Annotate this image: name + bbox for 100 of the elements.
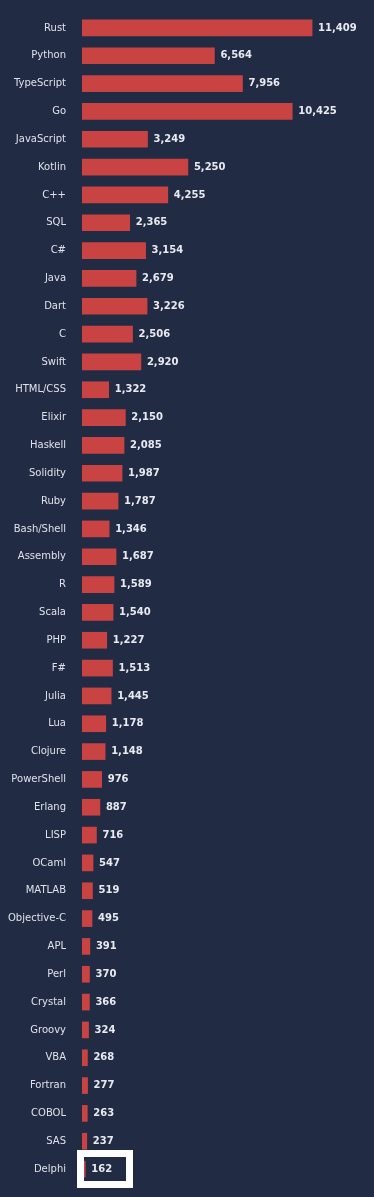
bar: [82, 520, 110, 538]
data-label: 2,920: [146, 355, 179, 367]
y-tick-label: Fortran: [29, 1079, 67, 1091]
y-tick-label: Elixir: [41, 411, 67, 423]
data-label: 495: [97, 912, 119, 924]
y-tick-label: Groovy: [30, 1023, 67, 1035]
bar: [82, 214, 131, 232]
data-label: 324: [94, 1023, 116, 1035]
y-tick-label: LISP: [45, 828, 67, 840]
y-tick-label: Scala: [39, 606, 67, 618]
data-label: 3,249: [153, 132, 186, 144]
data-label: 3,154: [151, 244, 184, 256]
y-tick-label: Rust: [44, 21, 67, 33]
data-label: 1,322: [114, 383, 147, 395]
data-label: 547: [99, 856, 120, 868]
bar: [82, 576, 115, 593]
bar: [82, 1132, 88, 1150]
data-label: 5,250: [193, 160, 226, 172]
bar: [82, 186, 169, 204]
y-tick-label: SQL: [46, 216, 67, 228]
y-tick-label: HTML/CSS: [15, 383, 67, 395]
y-tick-label: Assembly: [17, 550, 67, 562]
bar: [82, 993, 90, 1011]
y-tick-label: Go: [52, 105, 67, 117]
data-label: 887: [105, 800, 127, 812]
y-tick-label: Ruby: [40, 494, 67, 506]
bar: [82, 19, 313, 37]
data-label: 268: [93, 1051, 115, 1063]
bar: [82, 464, 123, 482]
bar: [82, 798, 101, 816]
bar: [82, 409, 126, 426]
y-tick-label: Dart: [44, 299, 67, 311]
bar: [82, 965, 90, 983]
data-label: 2,365: [135, 216, 168, 228]
y-tick-label: Perl: [47, 967, 67, 979]
bar: [82, 75, 243, 92]
data-label: 1,589: [120, 578, 152, 590]
data-label: 370: [95, 967, 117, 979]
y-tick-label: VBA: [45, 1051, 67, 1063]
bar: [82, 1049, 88, 1067]
y-tick-label: Bash/Shell: [13, 522, 67, 534]
data-label: 6,564: [220, 49, 253, 61]
data-label: 1,540: [119, 606, 151, 618]
y-tick-label: JavaScript: [14, 132, 67, 144]
y-tick-label: C#: [50, 244, 67, 256]
data-label: 1,513: [118, 661, 151, 673]
bar: [82, 492, 119, 510]
data-label: 1,178: [111, 717, 144, 729]
data-label: 1,227: [112, 633, 145, 645]
bar: [82, 910, 93, 927]
bar: [82, 743, 106, 760]
bar: [82, 826, 97, 844]
data-label: 519: [98, 884, 120, 896]
bar: [82, 771, 103, 788]
data-label: 366: [95, 995, 117, 1007]
y-tick-label: C: [59, 327, 67, 339]
bar: [82, 882, 93, 900]
bar: [82, 687, 112, 705]
bar: [82, 242, 146, 259]
bar: [82, 938, 91, 955]
data-label: 1,987: [128, 466, 160, 478]
bar: [82, 437, 125, 454]
data-label: 716: [102, 828, 124, 840]
data-label: 2,679: [142, 272, 174, 284]
bar: [82, 130, 148, 148]
data-label: 237: [92, 1134, 114, 1146]
data-label: 2,506: [138, 327, 171, 339]
bar: [82, 103, 293, 120]
bar: [82, 715, 107, 733]
y-tick-label: MATLAB: [25, 884, 67, 896]
y-tick-label: COBOL: [31, 1107, 67, 1119]
bar: [82, 1021, 89, 1039]
y-tick-label: PHP: [46, 633, 67, 645]
y-tick-label: Erlang: [33, 800, 67, 812]
data-label: 4,255: [173, 188, 206, 200]
y-tick-label: Solidity: [29, 466, 67, 478]
data-label: 162: [91, 1162, 113, 1174]
data-label: 976: [107, 773, 129, 785]
data-label: 1,148: [111, 745, 143, 757]
bar: [82, 47, 215, 65]
y-tick-label: C++: [42, 188, 67, 200]
data-label: 1,445: [117, 689, 149, 701]
bar: [82, 1105, 88, 1122]
data-label: 263: [93, 1107, 115, 1119]
y-tick-label: OCaml: [32, 856, 67, 868]
y-tick-label: Haskell: [29, 439, 67, 451]
y-tick-label: TypeScript: [13, 77, 67, 89]
bar: [82, 854, 94, 872]
data-label: 2,150: [131, 411, 164, 423]
y-tick-label: SAS: [46, 1134, 67, 1146]
data-label: 11,409: [318, 21, 357, 33]
bar: [82, 297, 148, 315]
data-label: 391: [95, 940, 117, 952]
bar: [82, 631, 108, 649]
data-label: 1,346: [115, 522, 147, 534]
y-tick-label: Crystal: [30, 995, 67, 1007]
y-tick-label: Delphi: [33, 1162, 67, 1174]
y-tick-label: Clojure: [30, 745, 67, 757]
data-label: 1,787: [124, 494, 156, 506]
bar: [82, 604, 114, 621]
